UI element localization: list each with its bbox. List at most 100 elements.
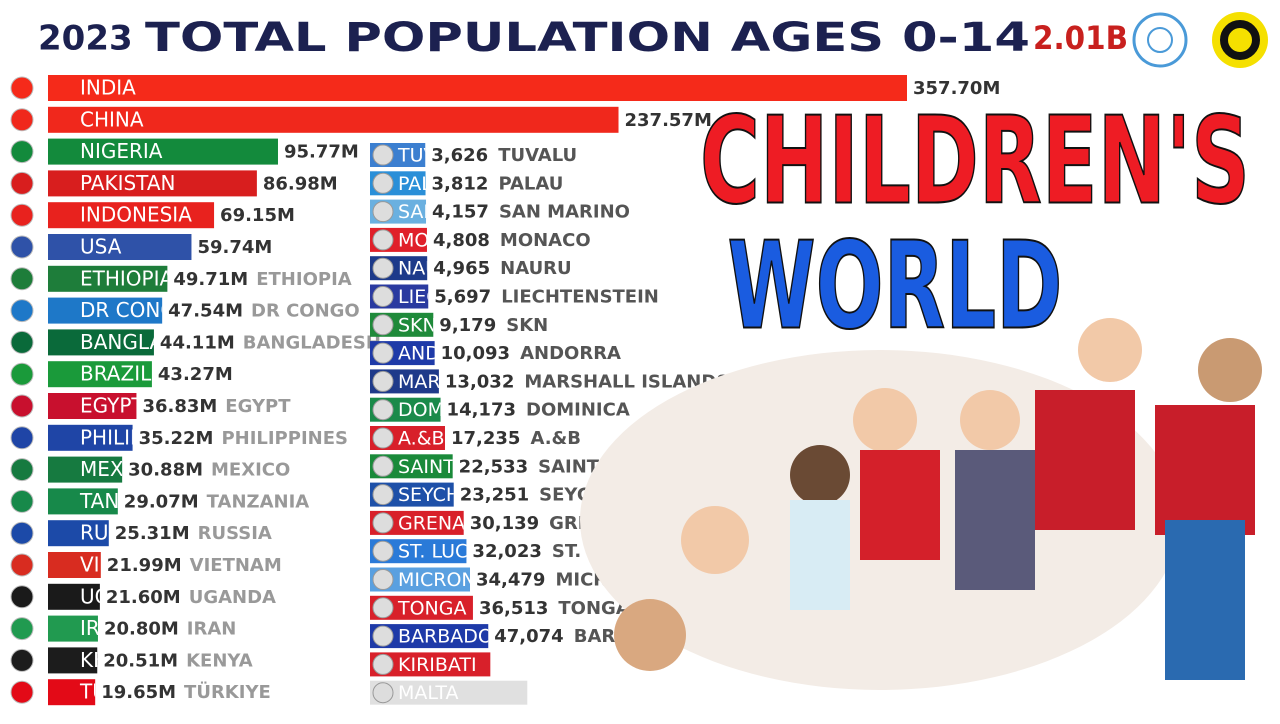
bar-label: DR CONGO <box>80 298 192 322</box>
country-label: KENYA <box>186 650 253 671</box>
flag-icon <box>372 399 394 421</box>
value-label: 5,697 <box>434 287 491 308</box>
bar-label: SKN <box>398 314 437 336</box>
value-label: 20.80M <box>104 619 179 640</box>
flag-icon <box>372 172 394 194</box>
bar-label: EGYPT <box>80 394 144 418</box>
bar-label: MALTA <box>398 682 459 704</box>
flag-icon <box>10 426 34 450</box>
value-label: 59.74M <box>197 237 272 258</box>
value-label: 30.88M <box>128 460 203 481</box>
bar-label: PAKISTAN <box>80 171 175 195</box>
country-label: A.&B <box>530 428 581 449</box>
flag-icon <box>372 342 394 364</box>
flag-icon <box>10 521 34 545</box>
country-label: RUSSIA <box>198 523 272 544</box>
country-label: SKN <box>506 315 548 336</box>
value-label: 14,173 <box>447 400 516 421</box>
bar <box>48 647 98 674</box>
value-label: 22,533 <box>459 456 528 477</box>
bar-label: TONGA <box>397 597 467 619</box>
bar-label: KIRIBATI <box>398 654 477 676</box>
bar-label: BANGLADESH <box>80 330 219 354</box>
flag-icon <box>10 203 34 227</box>
value-label: 10,093 <box>441 343 510 364</box>
country-label: VIETNAM <box>190 555 282 576</box>
bar <box>48 615 98 642</box>
value-label: 237.57M <box>625 110 712 131</box>
bar <box>48 488 118 515</box>
bar-label: BRAZIL <box>80 362 152 386</box>
bar-label: ANDORRA <box>398 343 493 365</box>
bar-label: TUVALU <box>397 145 472 167</box>
value-label: 21.99M <box>107 555 182 576</box>
bar-label: ST. LUCIA <box>398 541 487 563</box>
country-label: MEXICO <box>211 460 290 481</box>
flag-icon <box>372 597 394 619</box>
bar <box>48 234 192 260</box>
bar <box>48 361 152 388</box>
value-label: 34,479 <box>476 570 545 591</box>
un-logo <box>1147 27 1173 53</box>
country-label: MONACO <box>500 230 591 251</box>
bar-label: LIECHTENSTEIN <box>398 286 547 308</box>
country-label: TUVALU <box>498 145 577 166</box>
overlay-title: CHILDREN'S <box>700 93 1250 232</box>
bar-label: UGANDA <box>80 584 168 608</box>
flag-icon <box>10 76 34 100</box>
bar <box>370 680 528 705</box>
value-label: 35.22M <box>139 428 214 449</box>
flag-icon <box>10 140 34 164</box>
bar-label: VIETNAM <box>80 553 170 577</box>
country-label: TÜRKIYE <box>184 681 271 703</box>
value-label: 49.71M <box>173 269 248 290</box>
flag-icon <box>10 394 34 418</box>
bar-label: MEXICO <box>80 457 159 481</box>
country-label: PALAU <box>498 173 563 194</box>
flag-icon <box>372 201 394 223</box>
value-label: 3,812 <box>432 173 489 194</box>
value-label: 29.07M <box>124 491 199 512</box>
total: 2.01B <box>1033 19 1128 57</box>
year: 2023 <box>38 19 133 59</box>
country-label: NAURU <box>500 258 572 279</box>
flag-icon <box>372 455 394 477</box>
value-label: 95.77M <box>284 142 359 163</box>
flag-icon <box>10 680 34 704</box>
bar-label: PHILIPPINES <box>80 425 200 449</box>
value-label: 43.27M <box>158 364 233 385</box>
country-label: DOMINICA <box>526 400 630 421</box>
bar-label: MARSHALL ISLANDS <box>398 371 590 393</box>
value-label: 19.65M <box>101 682 176 703</box>
bar-label: NIGERIA <box>80 139 163 163</box>
value-label: 4,965 <box>433 258 490 279</box>
value-label: 3,626 <box>431 145 488 166</box>
bar <box>48 329 154 356</box>
value-label: 357.70M <box>913 78 1000 99</box>
value-label: 36,513 <box>479 598 548 619</box>
value-label: 4,808 <box>433 230 490 251</box>
value-label: 30,139 <box>470 513 539 534</box>
value-label: 17,235 <box>451 428 520 449</box>
flag-icon <box>10 235 34 259</box>
flag-icon <box>10 489 34 513</box>
bar-label: MONACO <box>398 229 484 251</box>
flag-icon <box>10 330 34 354</box>
bar <box>48 424 133 451</box>
bar <box>48 138 278 165</box>
bar-label: IRAN <box>80 616 128 640</box>
value-label: 25.31M <box>115 523 190 544</box>
bar-label: A.&B <box>398 428 445 450</box>
value-label: 4,157 <box>432 202 489 223</box>
country-label: UGANDA <box>189 587 276 608</box>
value-label: 69.15M <box>220 205 295 226</box>
bar-label: SEYCHELLES <box>398 484 517 506</box>
flag-icon <box>10 458 34 482</box>
value-label: 21.60M <box>106 587 181 608</box>
channel-logo <box>1220 20 1260 60</box>
flag-icon <box>10 171 34 195</box>
bar-label: RUSSIA <box>80 521 154 545</box>
value-label: 20.51M <box>103 650 178 671</box>
bar-label: DOMINICA <box>398 399 496 421</box>
flag-icon <box>372 625 394 647</box>
